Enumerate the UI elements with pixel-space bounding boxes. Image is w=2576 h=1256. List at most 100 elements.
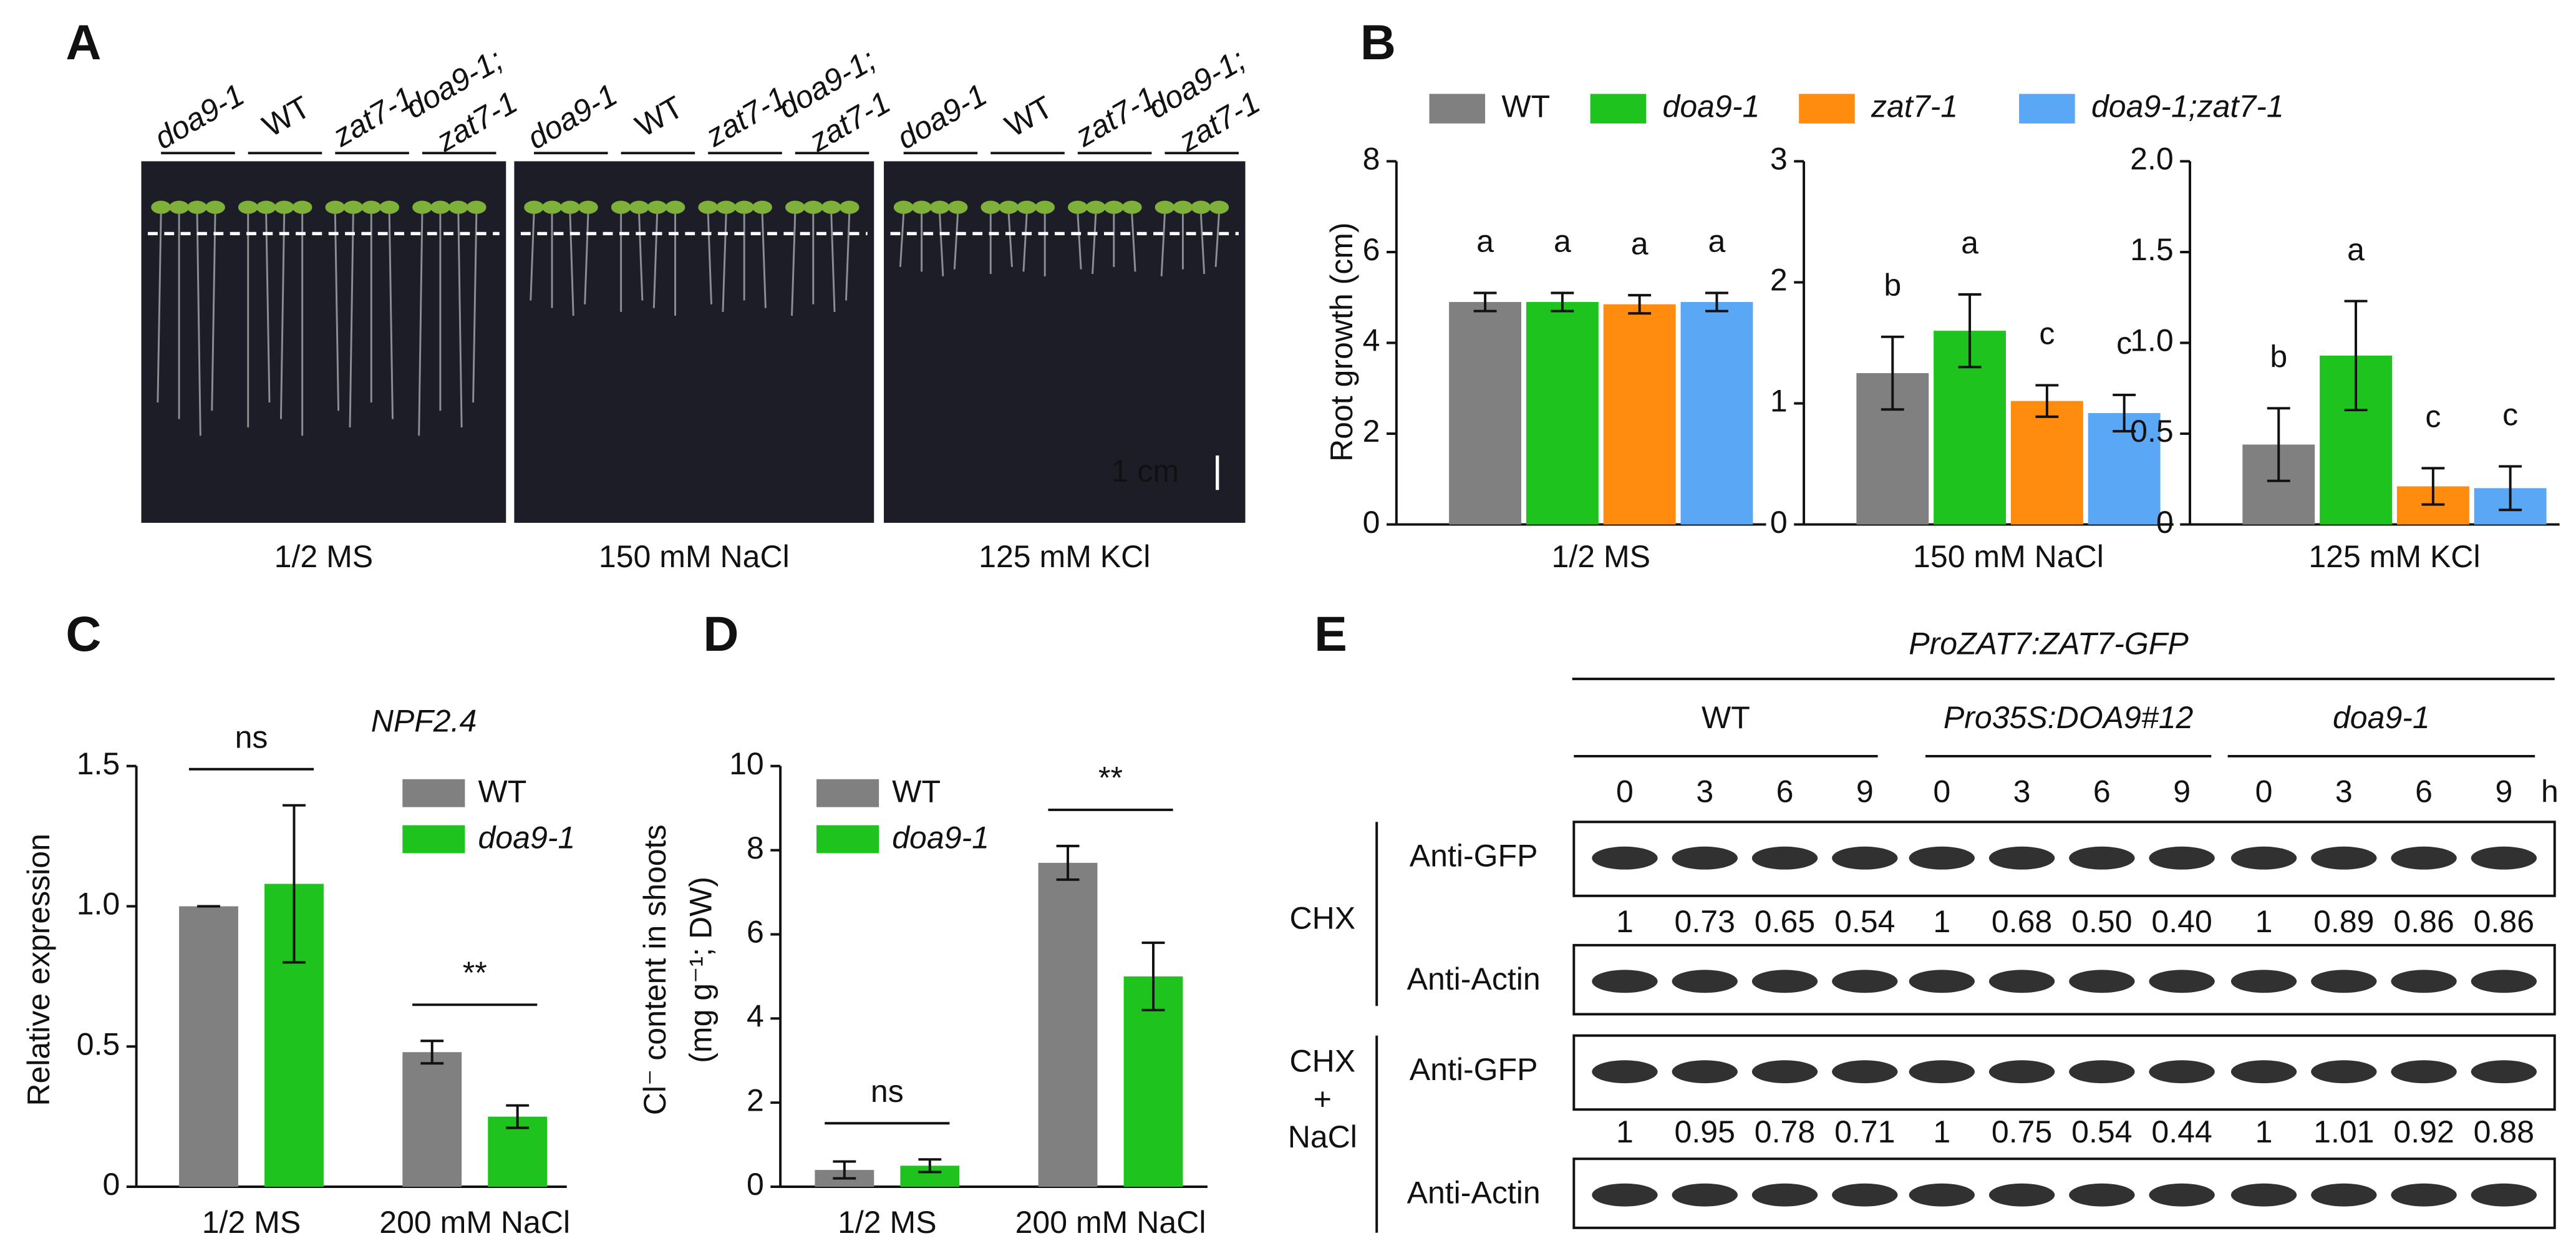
band-ratio: 0.71 <box>1834 1114 1895 1149</box>
cotyledon <box>467 200 487 214</box>
cotyledon <box>734 200 754 214</box>
genotype-label: WT <box>999 89 1058 144</box>
time-label: 3 <box>2013 774 2031 809</box>
bar <box>1449 302 1522 525</box>
band <box>1832 1060 1898 1084</box>
bar <box>1123 976 1183 1187</box>
x-category-label: 125 mM KCl <box>2308 539 2480 574</box>
error-bar <box>1881 335 1904 411</box>
band <box>2149 1183 2215 1207</box>
band <box>2230 1183 2297 1207</box>
band <box>1988 1060 2055 1084</box>
bar <box>2010 401 2083 525</box>
band-ratio: 1 <box>1616 904 1634 939</box>
band-ratio: 0.92 <box>2393 1114 2454 1149</box>
time-label: 3 <box>2335 774 2353 809</box>
cotyledon <box>1155 200 1175 214</box>
cotyledon <box>752 200 772 214</box>
cotyledon <box>343 200 364 214</box>
cotyledon <box>256 200 276 214</box>
significance-letter: c <box>2039 316 2055 351</box>
band-ratio: 0.89 <box>2313 904 2374 939</box>
band <box>2069 1060 2135 1084</box>
significance-letter: c <box>2502 397 2518 432</box>
treatment-label: NaCl <box>1288 1119 1357 1154</box>
root <box>1160 213 1166 276</box>
band-ratio: 1 <box>1616 1114 1634 1149</box>
cotyledon <box>1121 200 1142 214</box>
cotyledon <box>578 200 598 214</box>
error-bar <box>833 1160 856 1180</box>
band <box>1592 1183 1658 1207</box>
cotyledon <box>1017 200 1037 214</box>
cotyledon <box>1104 200 1124 214</box>
cotyledon <box>1086 200 1106 214</box>
band <box>2230 970 2297 993</box>
time-label: 6 <box>1776 774 1794 809</box>
x-category-label: 200 mM NaCl <box>1015 1205 1206 1240</box>
root <box>584 213 589 304</box>
cotyledon <box>430 200 450 214</box>
significance-label: ns <box>235 720 268 755</box>
y-tick-label: 0.5 <box>2130 414 2174 449</box>
band <box>1832 970 1898 993</box>
cotyledon <box>929 200 950 214</box>
root <box>845 213 851 301</box>
panel-label: D <box>703 606 738 661</box>
blot <box>1572 943 2556 1016</box>
cotyledon <box>1035 200 1055 214</box>
cotyledon <box>542 200 562 214</box>
chart-title: NPF2.4 <box>371 703 477 738</box>
y-tick-label: 0 <box>1363 505 1380 540</box>
significance-label: ** <box>1098 761 1123 796</box>
cotyledon <box>361 200 382 214</box>
cotyledon <box>803 200 823 214</box>
time-label: 3 <box>1696 774 1713 809</box>
y-tick-label: 1.0 <box>2130 323 2174 358</box>
y-tick-label: 6 <box>747 915 764 950</box>
significance-letter: a <box>1554 224 1571 259</box>
blot <box>1572 1157 2556 1229</box>
y-tick-label: 1.0 <box>77 887 120 922</box>
band <box>1592 1060 1658 1084</box>
significance-letter: a <box>1631 226 1649 261</box>
time-label: 6 <box>2415 774 2433 809</box>
cotyledon <box>911 200 932 214</box>
panel-label: B <box>1360 14 1396 70</box>
cotyledon <box>274 200 294 214</box>
significance-letter: a <box>1708 224 1726 259</box>
root <box>1022 213 1028 272</box>
error-bar <box>2499 465 2522 512</box>
y-tick-label: 1 <box>1770 384 1788 419</box>
error-bar <box>2267 407 2290 482</box>
significance-letter: b <box>2270 339 2287 374</box>
y-tick-label: 1.5 <box>2130 232 2174 267</box>
scale-bar-label: 1 cm <box>1111 454 1179 489</box>
band <box>1909 970 1975 993</box>
significance-letter: c <box>2425 399 2441 434</box>
band-ratio: 1.01 <box>2313 1114 2374 1149</box>
root <box>899 213 905 267</box>
significance-letter: a <box>2347 232 2365 267</box>
band-ratio: 0.86 <box>2474 904 2534 939</box>
legend-label: WT <box>892 774 941 809</box>
bar <box>402 1052 462 1187</box>
band <box>2311 970 2377 993</box>
genotype-label: doa9-1 <box>521 77 623 156</box>
band <box>2311 846 2377 870</box>
legend-swatch <box>1429 94 1486 124</box>
significance-letter: b <box>1884 268 1901 303</box>
band <box>1909 1183 1975 1207</box>
cotyledon <box>1068 200 1088 214</box>
photo <box>141 161 506 523</box>
error-bar <box>1056 844 1080 881</box>
x-category-label: 1/2 MS <box>838 1205 937 1240</box>
time-label: 0 <box>1933 774 1950 809</box>
panel-label: E <box>1314 606 1347 661</box>
band <box>1751 1183 1818 1207</box>
band <box>1672 970 1738 993</box>
blot-row-label: Anti-Actin <box>1407 961 1541 996</box>
root <box>652 213 659 308</box>
cotyledon <box>698 200 719 214</box>
error-bar <box>506 1104 530 1129</box>
